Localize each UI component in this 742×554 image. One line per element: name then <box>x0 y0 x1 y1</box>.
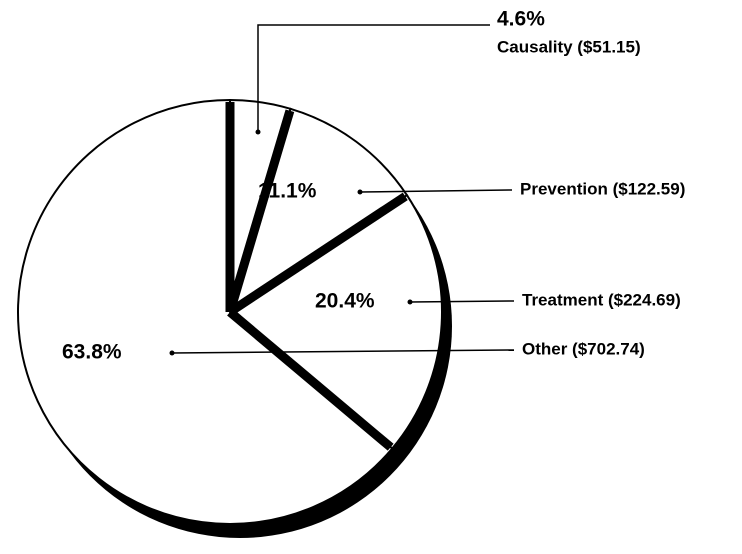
leader-line <box>257 24 490 132</box>
separator <box>227 308 394 451</box>
category-label: Prevention ($122.59) <box>520 179 685 198</box>
percent-label: 4.6% <box>497 8 545 31</box>
percent-label: 11.1% <box>258 180 317 203</box>
category-label: Treatment ($224.69) <box>522 290 681 309</box>
leader-dot <box>255 129 261 135</box>
leader-line <box>171 349 515 354</box>
category-label: Causality ($51.15) <box>497 37 641 56</box>
pie-slice <box>17 98 394 525</box>
category-label: Other ($702.74) <box>522 339 645 358</box>
percent-label: 20.4% <box>315 290 375 313</box>
percent-label: 63.8% <box>62 341 122 364</box>
leader-line <box>359 189 513 193</box>
leader-line <box>409 300 515 303</box>
separator <box>227 192 408 316</box>
separator <box>225 109 295 314</box>
pie-slice <box>228 193 443 450</box>
pie-slice <box>228 107 409 315</box>
